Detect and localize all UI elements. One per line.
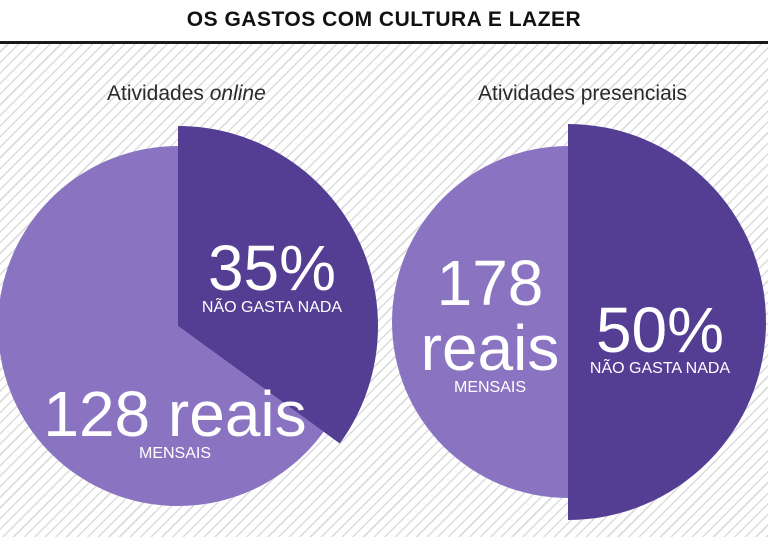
slice-presencial-mensais <box>392 146 568 498</box>
label-online-mensais: MENSAIS <box>139 445 211 462</box>
subtitle-presencial-prefix: Atividades presenciais <box>478 82 687 105</box>
label-presencial-178-number: 178 <box>437 247 544 319</box>
slice-presencial-nao-gasta <box>568 124 766 520</box>
slice-online-nao-gasta <box>178 126 378 444</box>
pie-presencial: 178 reais MENSAIS 50% NÃO GASTA NADA <box>392 124 766 520</box>
title-bar: OS GASTOS COM CULTURA E LAZER <box>0 0 768 44</box>
label-online-nao-gasta: NÃO GASTA NADA <box>202 296 343 316</box>
pie-online: 35% NÃO GASTA NADA 128 reais MENSAIS <box>0 126 378 506</box>
label-presencial-mensais: MENSAIS <box>454 379 526 396</box>
label-presencial-nao-gasta: NÃO GASTA NADA <box>590 357 731 377</box>
label-presencial-50: 50% <box>596 294 724 366</box>
chart-subtitle-online: Atividades online <box>107 82 266 106</box>
label-online-128: 128 reais <box>43 378 306 450</box>
subtitle-online-prefix: Atividades <box>107 82 210 105</box>
label-online-35: 35% <box>208 232 336 304</box>
chart-subtitle-presencial: Atividades presenciais <box>478 82 687 106</box>
label-presencial-178-unit: reais <box>421 312 560 384</box>
slice-online-mensais <box>0 146 324 506</box>
subtitle-online-italic: online <box>209 82 266 105</box>
page-title: OS GASTOS COM CULTURA E LAZER <box>186 8 582 31</box>
